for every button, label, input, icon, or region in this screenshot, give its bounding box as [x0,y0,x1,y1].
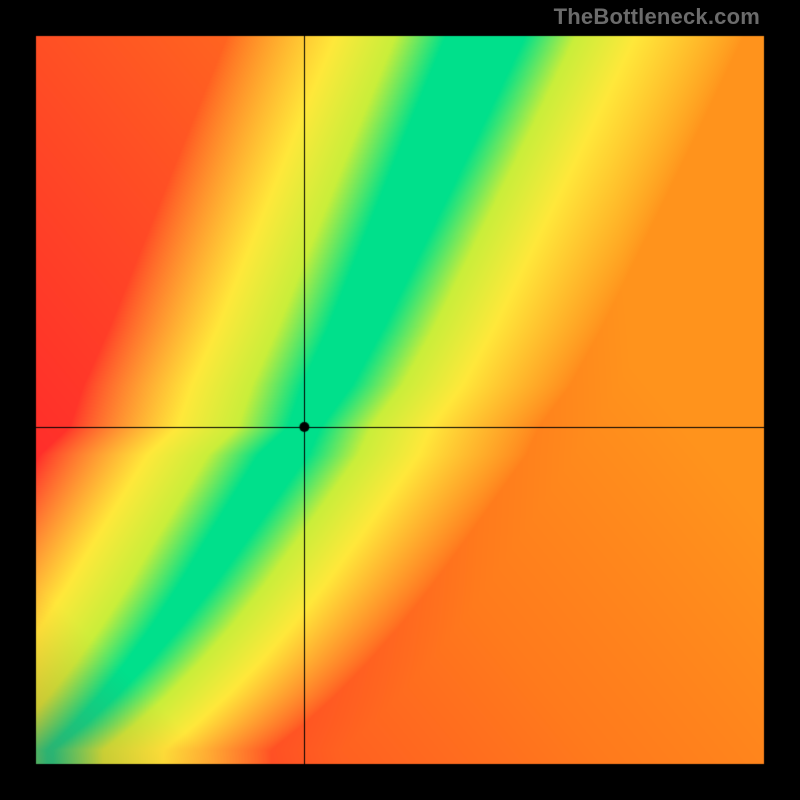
heatmap-canvas [0,0,800,800]
heatmap-container: TheBottleneck.com [0,0,800,800]
